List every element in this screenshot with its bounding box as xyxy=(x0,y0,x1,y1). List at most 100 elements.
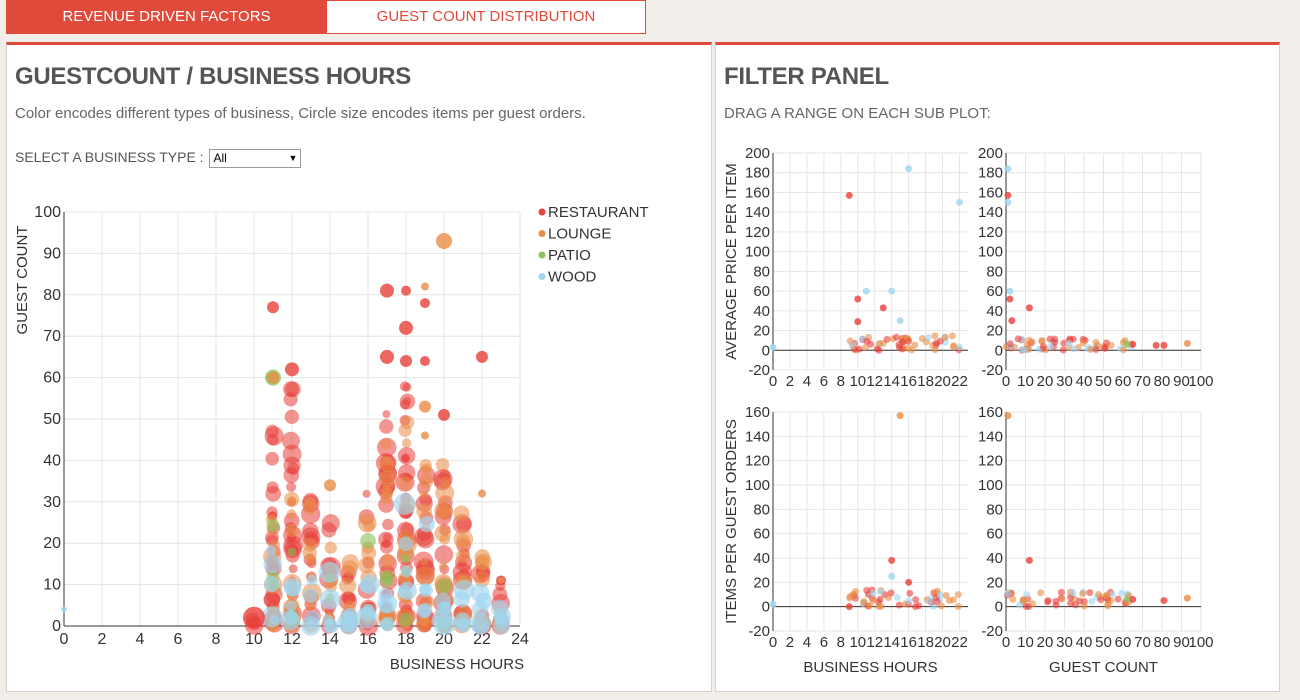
data-point-restaurant xyxy=(1025,304,1033,312)
data-point-wood xyxy=(1004,590,1012,598)
data-point-wood xyxy=(61,606,67,613)
data-point-wood xyxy=(893,593,901,601)
y-tick-label: 120 xyxy=(978,453,1003,470)
x-tick-label: 8 xyxy=(212,631,221,648)
guestcount-scatter-chart[interactable]: 0 2 4 6 8 10 12 14 16 18 20 22 240102030405060708090… xyxy=(7,45,713,695)
x-tick-label: 14 xyxy=(883,373,900,390)
data-point-lounge xyxy=(419,489,428,499)
x-tick-label: 20 xyxy=(934,373,951,390)
data-point-restaurant xyxy=(905,578,913,586)
x-tick-label: 60 xyxy=(1115,373,1132,390)
data-point-restaurant xyxy=(402,396,412,406)
data-point-restaurant xyxy=(438,408,450,421)
data-point-restaurant xyxy=(1057,588,1065,596)
data-point-lounge xyxy=(860,598,868,606)
tab-revenue-driven-factors[interactable]: REVENUE DRIVEN FACTORS xyxy=(6,0,327,34)
y-tick-label: 140 xyxy=(745,204,770,221)
data-point-lounge xyxy=(1104,600,1112,608)
x-tick-label: 24 xyxy=(511,631,529,648)
y-tick-label: 20 xyxy=(43,535,61,552)
data-point-lounge xyxy=(474,571,491,588)
data-point-restaurant xyxy=(1008,317,1016,325)
x-tick-label: 10 xyxy=(849,634,866,651)
data-point-lounge xyxy=(1009,595,1017,603)
y-tick-label: 160 xyxy=(745,404,770,421)
y-tick-label: 30 xyxy=(43,494,61,511)
x-tick-label: 12 xyxy=(866,373,883,390)
data-point-restaurant xyxy=(1059,346,1067,354)
data-point-lounge xyxy=(285,523,299,538)
data-point-wood xyxy=(440,601,452,614)
data-point-wood xyxy=(261,606,283,628)
data-point-restaurant xyxy=(265,451,280,466)
data-point-wood xyxy=(876,588,884,596)
y-tick-label: 60 xyxy=(986,283,1003,300)
data-point-lounge xyxy=(862,344,870,352)
data-point-restaurant xyxy=(845,603,853,611)
data-point-lounge xyxy=(1004,412,1012,420)
data-point-restaurant xyxy=(1052,601,1060,609)
data-point-wood xyxy=(285,600,297,612)
y-tick-label: 200 xyxy=(978,145,1003,162)
data-point-restaurant xyxy=(286,481,297,492)
data-point-restaurant xyxy=(1039,342,1047,350)
x-tick-label: 4 xyxy=(803,373,811,390)
y-tick-label: 70 xyxy=(43,328,61,345)
data-point-restaurant xyxy=(888,556,896,564)
data-point-lounge xyxy=(358,556,375,574)
data-point-restaurant xyxy=(401,285,411,296)
data-point-lounge xyxy=(324,541,337,554)
data-point-lounge xyxy=(306,601,315,611)
y-tick-label: 100 xyxy=(745,477,770,494)
y-tick-label: 100 xyxy=(978,244,1003,261)
x-tick-label: 2 xyxy=(786,373,794,390)
business-type-select[interactable]: All ▼ xyxy=(209,149,302,168)
data-point-lounge xyxy=(1183,339,1191,347)
legend-item-restaurant: RESTAURANT xyxy=(548,204,649,221)
data-point-lounge xyxy=(435,457,450,472)
data-point-wood xyxy=(769,343,777,351)
data-point-lounge xyxy=(420,557,429,566)
filter-panel: FILTER PANEL DRAG A RANGE ON EACH SUB PL… xyxy=(715,42,1280,692)
x-tick-label: 80 xyxy=(1154,373,1171,390)
data-point-restaurant xyxy=(284,409,299,425)
filter-subplots[interactable]: 0 2 4 6 8 10 12 14 16 18 20 22-20020406080100120140… xyxy=(716,45,1281,695)
data-point-lounge xyxy=(931,332,939,340)
data-point-wood xyxy=(397,584,412,599)
data-point-restaurant xyxy=(264,426,284,446)
y-tick-label: 0 xyxy=(995,599,1003,616)
data-point-lounge xyxy=(379,457,395,473)
data-point-wood xyxy=(471,600,489,618)
data-point-restaurant xyxy=(1006,340,1014,348)
data-point-lounge xyxy=(1120,346,1128,354)
data-point-lounge xyxy=(379,469,397,488)
legend-dot-patio xyxy=(538,251,546,259)
data-point-lounge xyxy=(908,346,916,354)
data-point-restaurant xyxy=(267,301,279,314)
data-point-restaurant xyxy=(1044,598,1052,606)
y-tick-label: 40 xyxy=(753,550,770,567)
y-tick-label: 40 xyxy=(986,550,1003,567)
x-tick-label: 16 xyxy=(900,373,917,390)
x-tick-label: 90 xyxy=(1173,373,1190,390)
x-tick-label: 100 xyxy=(1188,373,1213,390)
legend-item-patio: PATIO xyxy=(548,247,591,264)
data-point-lounge xyxy=(1079,339,1087,347)
data-point-wood xyxy=(862,287,870,295)
data-point-lounge xyxy=(1087,345,1095,353)
data-point-wood xyxy=(924,333,932,341)
data-point-wood xyxy=(1046,342,1054,350)
data-point-lounge xyxy=(456,549,471,564)
panel-title: GUESTCOUNT / BUSINESS HOURS xyxy=(15,63,411,90)
x-tick-label: 4 xyxy=(136,631,145,648)
data-point-wood xyxy=(896,317,904,325)
data-point-lounge xyxy=(453,529,474,549)
y-tick-label: 100 xyxy=(34,204,61,221)
data-point-lounge xyxy=(380,553,395,569)
y-tick-label: 120 xyxy=(745,224,770,241)
data-point-wood xyxy=(494,613,510,629)
tab-guest-count-distribution[interactable]: GUEST COUNT DISTRIBUTION xyxy=(326,0,646,34)
data-point-lounge xyxy=(438,562,448,571)
x-tick-label: 22 xyxy=(951,634,968,651)
subplot-filter-items-guests: 0 10 20 30 40 50 60 70 80 90100-20020406080100120… xyxy=(978,404,1214,676)
